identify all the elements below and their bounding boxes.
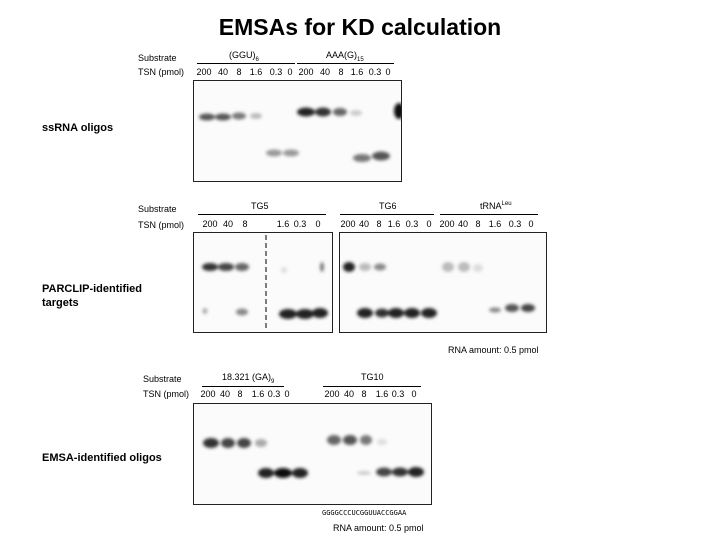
gel-bands [199, 103, 401, 162]
p1-lane-9: 8 [338, 67, 344, 77]
trna-bracket [440, 214, 538, 215]
rna-amount-note-1: RNA amount: 0.5 pmol [448, 345, 539, 355]
gel-ssrna [193, 80, 402, 182]
gel-tg6-trna-image [343, 262, 535, 318]
gel-tg5 [193, 232, 333, 333]
gel-tg6-trna [339, 232, 547, 333]
substrate-label-2: Substrate [138, 204, 177, 214]
p1-lane-4: 1.6 [249, 67, 263, 77]
p2-trna-lane-2: 40 [457, 219, 468, 229]
ga9-bracket [202, 386, 284, 387]
p2-tg5-lane-3: 8 [242, 219, 248, 229]
tg10-bracket [323, 386, 421, 387]
substrate-label: Substrate [138, 53, 177, 63]
sequence-label: GGGGCCCUCGGUUACCGGAA [322, 509, 407, 517]
aaag15-label: AAA(G)15 [326, 50, 364, 63]
p2-tg6-lane-2: 40 [358, 219, 369, 229]
p1-lane-10: 1.6 [350, 67, 364, 77]
p2-tg6-lane-4: 1.6 [387, 219, 401, 229]
tg6-bracket [340, 214, 434, 215]
ggu6-label: (GGU)6 [229, 50, 259, 63]
p1-lane-7: 200 [298, 67, 314, 77]
p2-tg5-lane-1: 200 [202, 219, 218, 229]
p1-lane-3: 8 [236, 67, 242, 77]
p2-tg5-lane-4: 1.6 [276, 219, 290, 229]
p2-tg6-lane-5: 0.3 [405, 219, 419, 229]
gel-tg5-image [202, 235, 328, 330]
p2-tg5-lane-5: 0.3 [293, 219, 307, 229]
section-parclip-line1: PARCLIP-identified [42, 283, 143, 295]
gel-ssrna-image [199, 103, 401, 162]
p3-lane-7: 200 [324, 389, 340, 399]
p3-lane-12: 0 [411, 389, 417, 399]
section-emsa-oligos: EMSA-identified oligos [42, 452, 162, 464]
p1-lane-12: 0 [385, 67, 391, 77]
trna-label: tRNALeu [480, 201, 512, 211]
p2-trna-lane-3: 8 [475, 219, 481, 229]
p2-trna-lane-5: 0.3 [508, 219, 522, 229]
section-parclip-line2: targets [42, 297, 79, 309]
p2-trna-lane-4: 1.6 [488, 219, 502, 229]
p3-lane-4: 1.6 [251, 389, 265, 399]
p1-lane-5: 0.3 [269, 67, 283, 77]
section-parclip-targets: PARCLIP-identified targets [42, 282, 142, 310]
p1-lane-6: 0 [287, 67, 293, 77]
p3-lane-1: 200 [200, 389, 216, 399]
p2-trna-lane-1: 200 [439, 219, 455, 229]
tsn-label-3: TSN (pmol) [143, 389, 190, 399]
tg5-bracket [198, 214, 326, 215]
gel-bands [203, 435, 424, 478]
p2-tg6-lane-3: 8 [376, 219, 382, 229]
gel-emsa-image [203, 435, 424, 478]
ggu6-bracket [197, 63, 295, 64]
p1-lane-1: 200 [196, 67, 212, 77]
p2-tg6-lane-1: 200 [340, 219, 356, 229]
substrate-label-3: Substrate [143, 374, 182, 384]
tsn-label: TSN (pmol) [138, 67, 185, 77]
p2-tg6-lane-6: 0 [426, 219, 432, 229]
p2-tg5-lane-2: 40 [222, 219, 233, 229]
p2-trna-lane-6: 0 [528, 219, 534, 229]
ga9-label: 18.321 (GA)9 [222, 372, 275, 385]
p1-lane-8: 40 [319, 67, 330, 77]
p3-lane-2: 40 [219, 389, 230, 399]
p3-lane-5: 0.3 [267, 389, 281, 399]
gel-bands [202, 262, 328, 319]
p3-lane-9: 8 [361, 389, 367, 399]
section-ssrna-oligos: ssRNA oligos [42, 122, 114, 134]
rna-amount-note-2: RNA amount: 0.5 pmol [333, 523, 424, 533]
p3-lane-3: 8 [237, 389, 243, 399]
gel-bands [343, 262, 535, 318]
tg6-label: TG6 [379, 201, 397, 211]
page-title: EMSAs for KD calculation [218, 14, 502, 40]
p3-lane-6: 0 [284, 389, 290, 399]
gel-emsa [193, 403, 432, 505]
p2-tg5-lane-6: 0 [315, 219, 321, 229]
aaag15-bracket [297, 63, 394, 64]
p1-lane-2: 40 [217, 67, 228, 77]
p3-lane-11: 0.3 [391, 389, 405, 399]
tsn-label-2: TSN (pmol) [138, 220, 185, 230]
tg10-label: TG10 [361, 372, 384, 382]
p1-lane-11: 0.3 [368, 67, 382, 77]
tg5-label: TG5 [251, 201, 269, 211]
p3-lane-10: 1.6 [375, 389, 389, 399]
p3-lane-8: 40 [343, 389, 354, 399]
